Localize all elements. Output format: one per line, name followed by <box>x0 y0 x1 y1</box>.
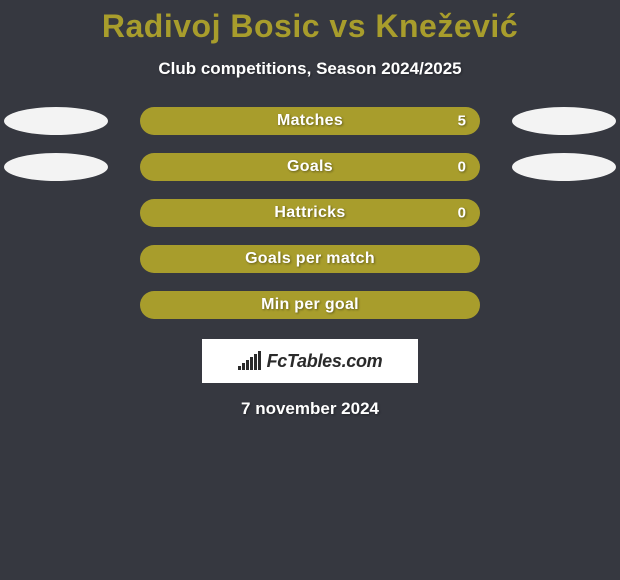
player-blob-right <box>512 107 616 135</box>
stat-label: Min per goal <box>261 296 359 314</box>
stat-label: Goals <box>287 158 333 176</box>
page-title: Radivoj Bosic vs Knežević <box>0 0 620 45</box>
stat-label: Hattricks <box>274 204 345 222</box>
stat-value: 0 <box>458 159 466 176</box>
stat-row: Min per goal <box>10 291 610 319</box>
player-blob-right <box>512 153 616 181</box>
stat-bar: Matches 5 <box>140 107 480 135</box>
page-subtitle: Club competitions, Season 2024/2025 <box>0 59 620 79</box>
stat-row: Hattricks 0 <box>10 199 610 227</box>
bars-icon <box>238 352 261 370</box>
stat-label: Goals per match <box>245 250 375 268</box>
stat-bar: Min per goal <box>140 291 480 319</box>
player-blob-left <box>4 153 108 181</box>
logo-badge: FcTables.com <box>202 339 418 383</box>
stat-label: Matches <box>277 112 343 130</box>
footer-date: 7 november 2024 <box>0 399 620 419</box>
stat-bar: Goals 0 <box>140 153 480 181</box>
stat-value: 5 <box>458 113 466 130</box>
logo-text: FcTables.com <box>267 351 383 372</box>
stat-row: Goals 0 <box>10 153 610 181</box>
stat-row: Matches 5 <box>10 107 610 135</box>
stat-value: 0 <box>458 205 466 222</box>
stat-bar: Hattricks 0 <box>140 199 480 227</box>
stat-rows: Matches 5 Goals 0 Hattricks 0 Goals per … <box>0 107 620 319</box>
stat-row: Goals per match <box>10 245 610 273</box>
stat-bar: Goals per match <box>140 245 480 273</box>
comparison-infographic: Radivoj Bosic vs Knežević Club competiti… <box>0 0 620 580</box>
player-blob-left <box>4 107 108 135</box>
